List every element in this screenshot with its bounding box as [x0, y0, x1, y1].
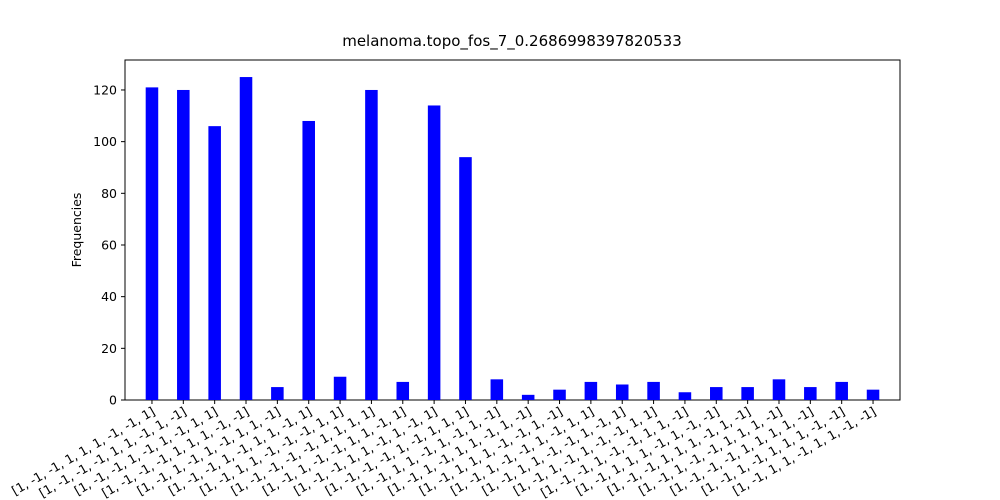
bar: [459, 157, 472, 400]
y-tick-label: 80: [101, 186, 117, 201]
bar: [333, 376, 347, 400]
bar: [804, 387, 817, 400]
y-tick-label: 40: [101, 289, 117, 304]
y-tick-label: 0: [109, 393, 117, 408]
plot-frame: [124, 59, 901, 401]
chart-title: melanoma.topo_fos_7_0.2686998397820533: [342, 32, 682, 51]
bar: [396, 381, 410, 400]
y-tick-label: 20: [101, 341, 117, 356]
bar: [866, 389, 880, 400]
bar: [302, 120, 315, 400]
bar: [741, 387, 754, 400]
bar: [145, 87, 159, 400]
y-tick-label: 120: [93, 82, 117, 97]
bar: [271, 387, 284, 400]
y-axis-label: Frequencies: [69, 193, 84, 268]
bar: [490, 379, 504, 400]
bar: [678, 392, 692, 400]
bar: [615, 384, 629, 400]
bar: [584, 381, 598, 400]
bar: [553, 389, 566, 400]
bar: [772, 379, 786, 400]
bar: [177, 89, 190, 400]
bar: [239, 77, 253, 401]
bar: [427, 105, 441, 400]
y-tick-label: 100: [93, 134, 117, 149]
bar: [208, 126, 221, 400]
bar: [521, 394, 535, 400]
y-tick-label: 60: [101, 237, 117, 252]
bar: [835, 381, 848, 400]
bar: [647, 381, 660, 400]
bar: [710, 387, 723, 400]
bar: [365, 89, 378, 400]
